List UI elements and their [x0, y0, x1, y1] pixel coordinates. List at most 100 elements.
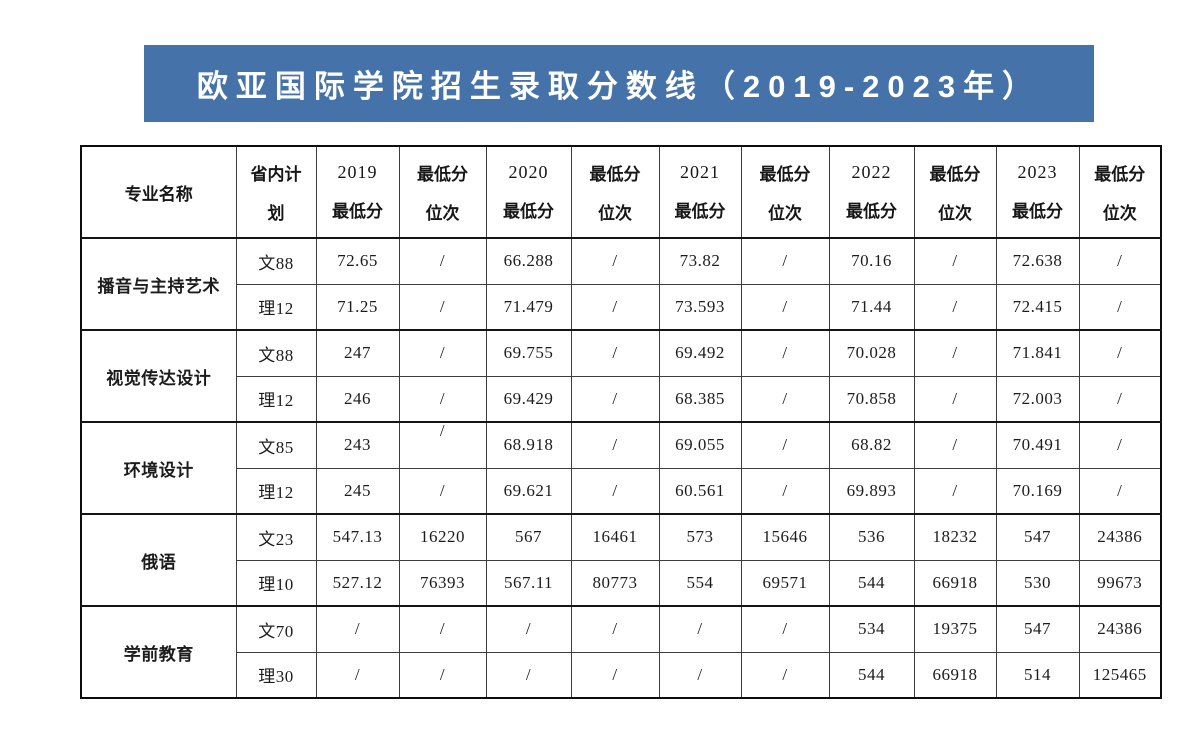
- score-cell: /: [740, 605, 830, 653]
- score-cell: 73.593: [658, 283, 742, 331]
- score-cell: 69.755: [485, 329, 572, 377]
- header-2022-rank: 最低分 位次: [913, 145, 997, 239]
- header-sub-label: 最低分: [759, 165, 811, 185]
- score-cell: /: [1078, 375, 1162, 423]
- score-cell: 68.82: [828, 421, 915, 469]
- score-cell: 72.415: [995, 283, 1080, 331]
- score-cell: /: [570, 605, 660, 653]
- score-cell: 69571: [740, 559, 830, 607]
- score-cell: 19375: [913, 605, 997, 653]
- score-cell: /: [913, 283, 997, 331]
- table-row: 理30 / / / / / / 544 66918 514 125465: [81, 651, 1162, 699]
- score-cell: /: [570, 375, 660, 423]
- major-cell: 视觉传达设计: [80, 329, 237, 423]
- score-cell: 70.169: [995, 467, 1080, 515]
- score-cell: 18232: [913, 513, 997, 561]
- score-cell: /: [398, 329, 487, 377]
- score-cell: /: [398, 283, 487, 331]
- score-cell: 71.25: [315, 283, 400, 331]
- header-sub-label: 最低分: [503, 202, 554, 222]
- header-sub-label: 最低分: [1094, 165, 1146, 185]
- table-row: 视觉传达设计 文88 247 / 69.755 / 69.492 / 70.02…: [80, 329, 1162, 423]
- score-cell: 24386: [1078, 513, 1162, 561]
- header-year-label: 2023: [1017, 161, 1058, 182]
- table-row: 环境设计 文85 243 / 68.918 / 69.055 / 68.82 /…: [80, 421, 1162, 515]
- score-cell: /: [398, 467, 487, 515]
- score-cell: 66918: [913, 559, 997, 607]
- score-cell: 16220: [398, 513, 487, 561]
- plan-cell: 文88: [235, 237, 317, 285]
- plan-cell: 理30: [235, 651, 317, 699]
- score-cell: /: [570, 651, 660, 699]
- score-cell: /: [570, 329, 660, 377]
- score-cell: 567: [485, 513, 572, 561]
- major-cell: 俄语: [80, 513, 237, 607]
- plan-cell: 文88: [235, 329, 317, 377]
- header-year-label: 2022: [851, 161, 892, 182]
- score-cell: /: [913, 237, 997, 285]
- header-2023-score: 2023 最低分: [995, 145, 1080, 239]
- header-2023-rank: 最低分 位次: [1078, 145, 1162, 239]
- score-cell: /: [570, 421, 660, 469]
- header-year-label: 2019: [337, 161, 378, 182]
- score-cell: 71.44: [828, 283, 915, 331]
- header-major: 专业名称: [80, 145, 237, 239]
- plan-cell: 文23: [235, 513, 317, 561]
- score-cell: /: [398, 375, 487, 423]
- header-sub-label: 最低分: [929, 165, 981, 185]
- table-row: 俄语 文23 547.13 16220 567 16461 573 15646 …: [80, 513, 1162, 607]
- score-cell: 243: [315, 421, 400, 469]
- major-cell: 环境设计: [80, 421, 237, 515]
- score-cell: 69.492: [658, 329, 742, 377]
- plan-cell: 理10: [235, 559, 317, 607]
- header-2019-rank: 最低分 位次: [398, 145, 487, 239]
- score-cell: 70.858: [828, 375, 915, 423]
- header-sub-label: 最低分: [674, 202, 726, 222]
- score-cell: 245: [315, 467, 400, 515]
- table-row: 理12 71.25 / 71.479 / 73.593 / 71.44 / 72…: [81, 283, 1162, 331]
- score-cell: 125465: [1078, 651, 1162, 699]
- plan-cell: 文70: [235, 605, 317, 653]
- header-sub-label: 最低分: [417, 165, 468, 185]
- header-2021-score: 2021 最低分: [658, 145, 742, 239]
- score-cell: /: [485, 651, 572, 699]
- header-row: 专业名称 省内计 划 2019 最低分 最低分 位次 2020 最低分 最低分 位次 2…: [80, 145, 1162, 239]
- header-sub-label: 位次: [938, 203, 972, 223]
- score-cell: /: [740, 375, 830, 423]
- score-cell: 514: [995, 651, 1080, 699]
- table-row: 播音与主持艺术 文88 72.65 / 66.288 / 73.82 / 70.…: [80, 237, 1162, 331]
- header-sub-label: 最低分: [589, 165, 641, 185]
- score-cell: /: [740, 651, 830, 699]
- major-cell: 播音与主持艺术: [80, 237, 237, 331]
- score-cell: 70.491: [995, 421, 1080, 469]
- score-cell: 15646: [740, 513, 830, 561]
- header-year-label: 2020: [508, 161, 549, 182]
- score-cell: /: [1078, 421, 1162, 469]
- score-cell: /: [913, 375, 997, 423]
- score-cell: 69.055: [658, 421, 742, 469]
- header-plan: 省内计 划: [235, 145, 317, 239]
- score-cell: 69.621: [485, 467, 572, 515]
- score-cell: /: [570, 467, 660, 515]
- score-cell: /: [740, 421, 830, 469]
- score-cell: /: [315, 605, 400, 653]
- header-2020-rank: 最低分 位次: [570, 145, 660, 239]
- plan-cell: 理12: [235, 375, 317, 423]
- score-cell: 68.385: [658, 375, 742, 423]
- score-cell: /: [398, 237, 487, 285]
- score-cell: /: [740, 329, 830, 377]
- score-cell: /: [315, 651, 400, 699]
- score-cell: 246: [315, 375, 400, 423]
- header-sub-label: 位次: [1102, 203, 1137, 223]
- score-cell: /: [1078, 283, 1162, 331]
- score-cell: 66918: [913, 651, 997, 699]
- score-cell: 530: [995, 559, 1080, 607]
- score-cell: /: [658, 605, 742, 653]
- score-cell: 70.028: [828, 329, 915, 377]
- header-sub-label: 位次: [598, 203, 632, 223]
- header-sub-label: 位次: [425, 203, 460, 223]
- score-cell: 544: [828, 651, 915, 699]
- score-cell: /: [570, 283, 660, 331]
- score-cell: /: [398, 651, 487, 699]
- title-banner: 欧亚国际学院招生录取分数线（2019-2023年）: [144, 45, 1094, 122]
